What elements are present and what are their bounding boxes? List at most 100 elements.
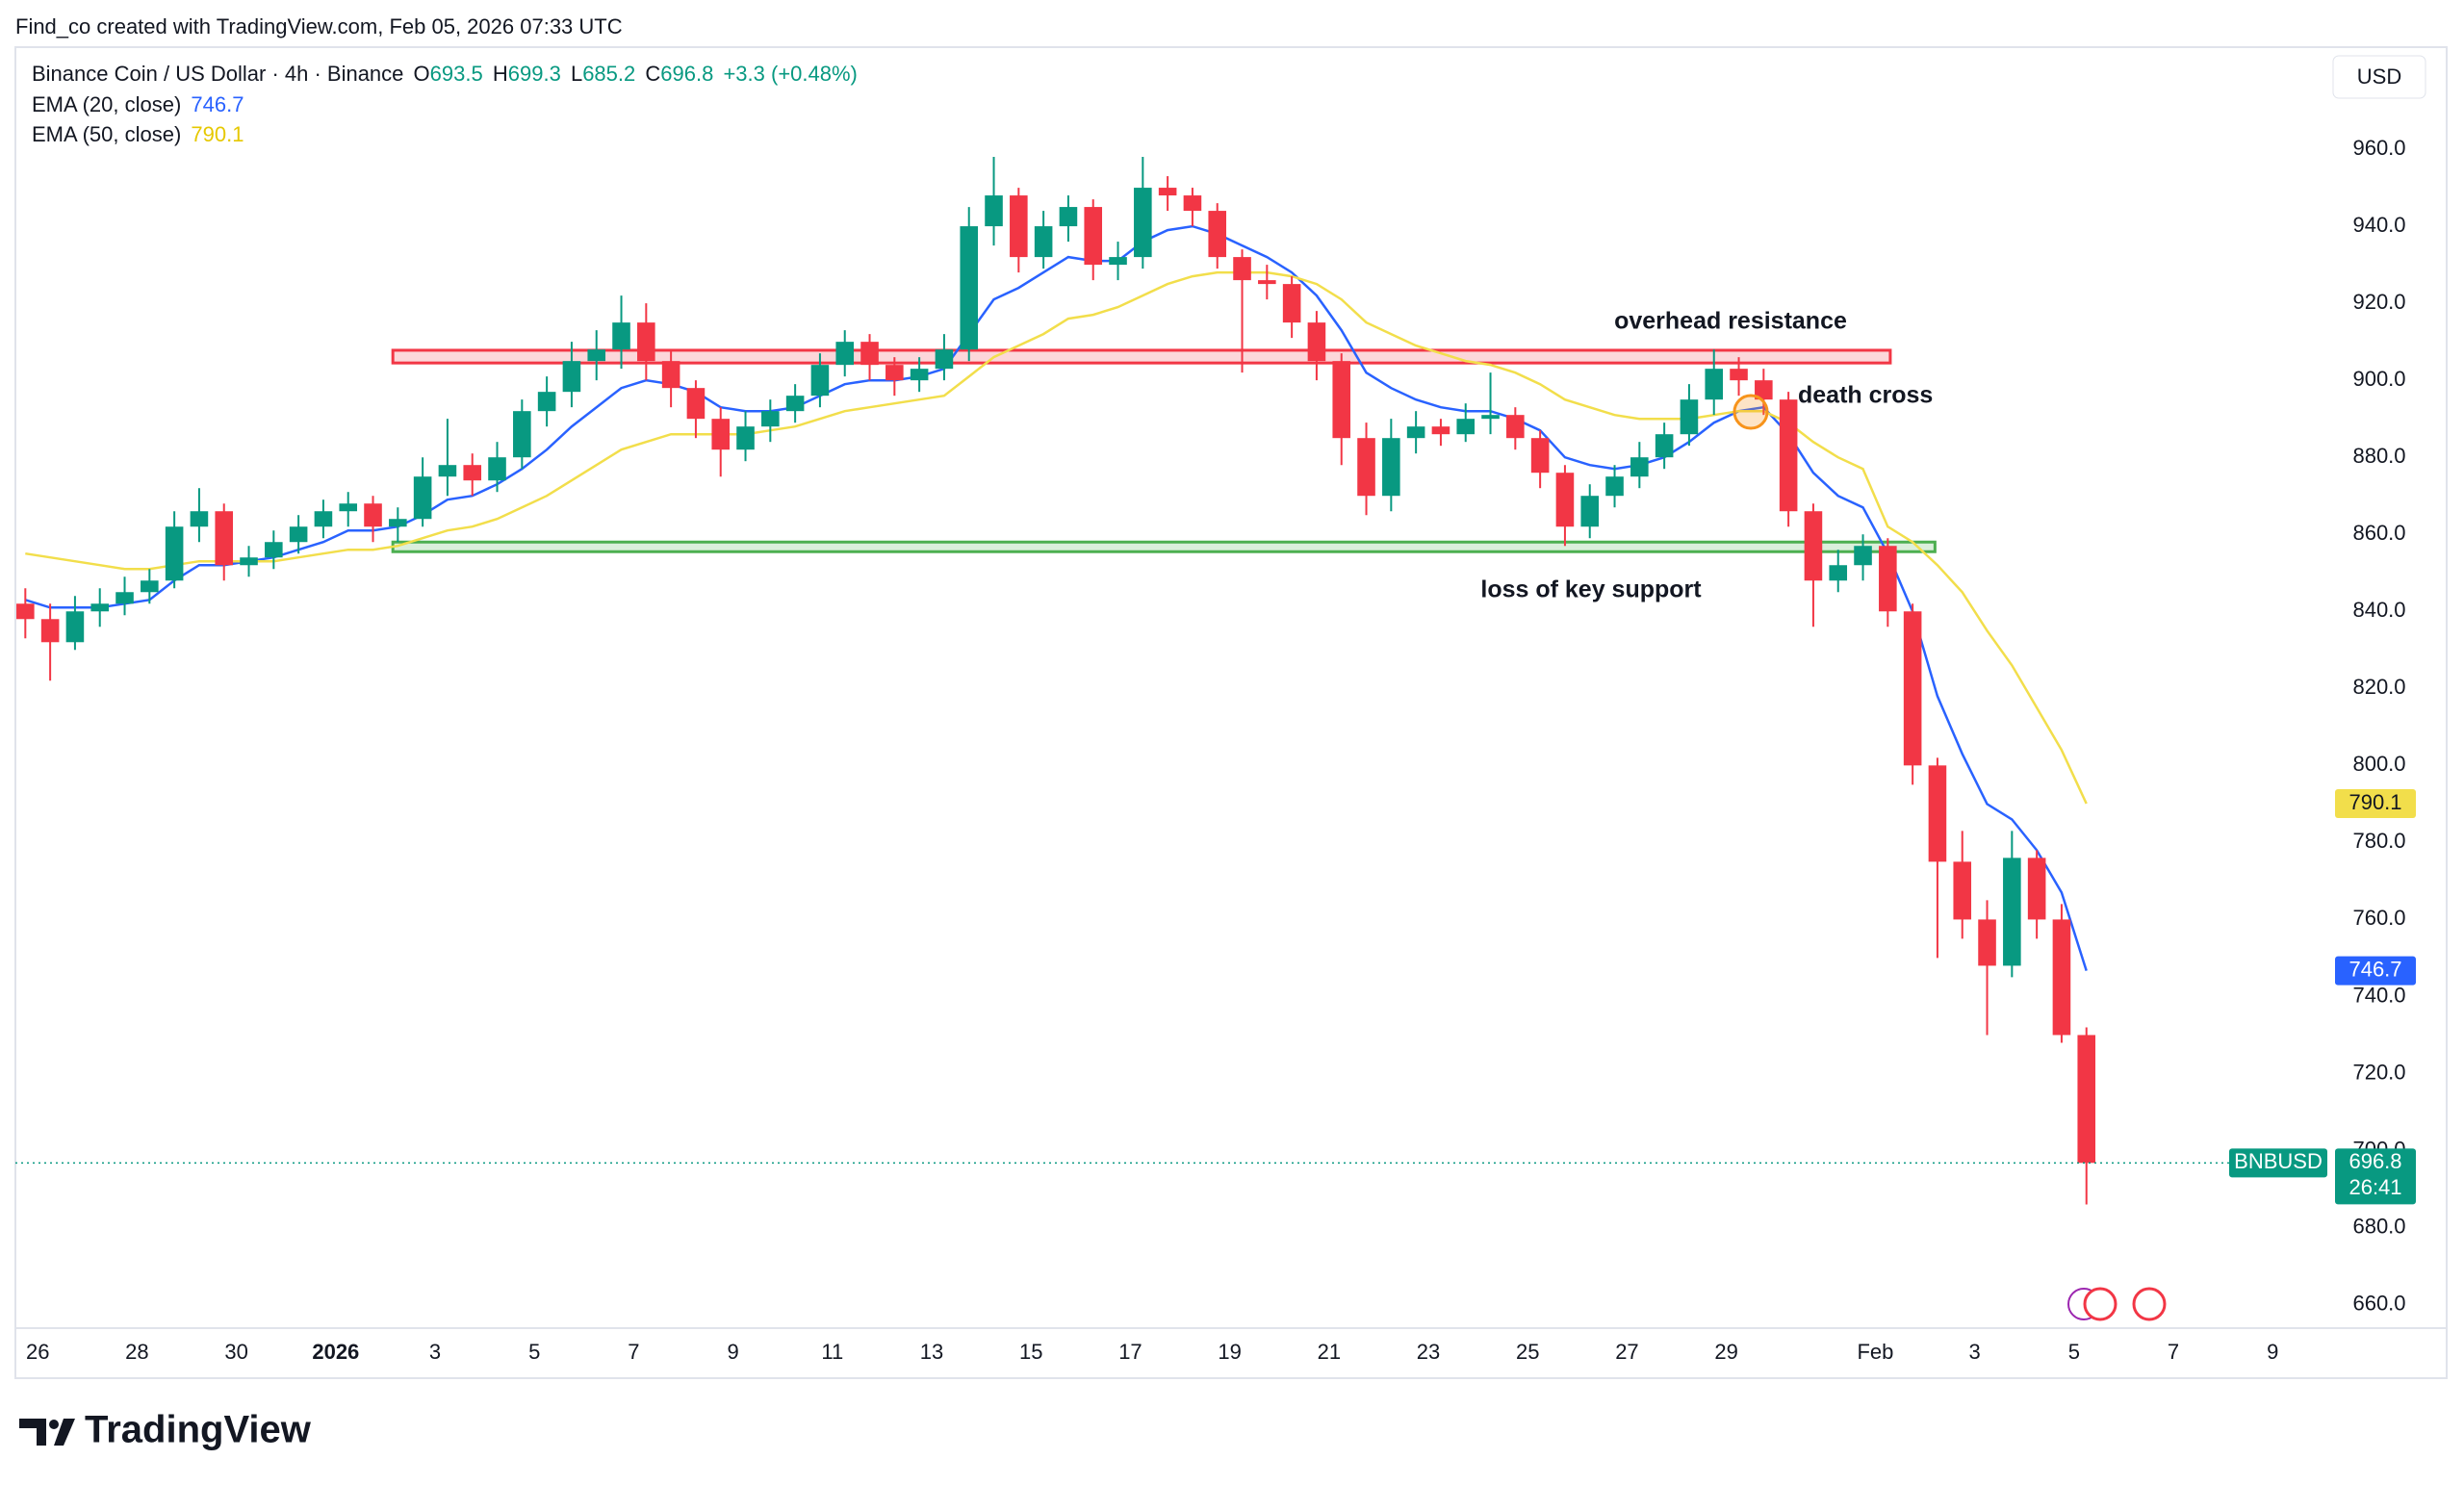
- y-tick-label: 800.0: [2352, 752, 2405, 776]
- candle-body: [1084, 207, 1103, 266]
- candle: [537, 376, 556, 427]
- ema-line: [25, 270, 2088, 805]
- x-tick-label: 5: [2068, 1340, 2080, 1364]
- candle-body: [339, 503, 358, 512]
- candle-body: [1928, 765, 1947, 862]
- ohlc-label: L: [570, 62, 583, 86]
- y-tick-label: 820.0: [2352, 675, 2405, 699]
- candle: [2077, 1027, 2096, 1205]
- candle: [141, 569, 159, 604]
- candle-body: [637, 322, 655, 362]
- candle: [637, 303, 655, 381]
- change: +3.3 (+0.48%): [723, 62, 858, 86]
- candle-body: [1208, 211, 1227, 258]
- candle: [289, 515, 308, 554]
- candle: [488, 442, 506, 493]
- candle: [1282, 276, 1301, 339]
- candle-body: [488, 457, 506, 481]
- candle-body: [1332, 361, 1351, 439]
- candle: [2027, 850, 2046, 939]
- candle-body: [463, 465, 482, 481]
- x-tick-label: 26: [26, 1340, 49, 1364]
- candle: [1605, 465, 1624, 508]
- candle: [1879, 538, 1897, 627]
- candle-body: [860, 342, 879, 366]
- candle: [1903, 603, 1922, 785]
- y-tick-label: 760.0: [2352, 906, 2405, 930]
- symbol: Binance Coin / US Dollar · 4h · Binance: [32, 62, 404, 86]
- candle-body: [240, 557, 258, 566]
- candle: [1109, 242, 1127, 281]
- x-tick-label: 21: [1318, 1340, 1341, 1364]
- candle: [1779, 392, 1798, 527]
- candle: [686, 380, 706, 439]
- y-tick-label: 900.0: [2352, 367, 2405, 391]
- x-tick-label: 29: [1714, 1340, 1737, 1364]
- candle: [2003, 831, 2021, 978]
- candle-body: [562, 361, 581, 393]
- countdown: 26:41: [2348, 1175, 2401, 1199]
- candle: [364, 496, 382, 543]
- y-tick-label: 660.0: [2352, 1291, 2405, 1315]
- legend-ema50: EMA (50, close) 790.1: [32, 122, 247, 147]
- candle: [339, 492, 358, 527]
- candle: [1506, 407, 1525, 450]
- candle-body: [1555, 473, 1575, 527]
- x-tick-label: 19: [1218, 1340, 1241, 1364]
- candle: [1332, 353, 1351, 466]
- candle-body: [1456, 419, 1476, 435]
- x-tick-label: 25: [1516, 1340, 1539, 1364]
- candle: [413, 457, 432, 527]
- candle: [90, 588, 110, 627]
- candle: [562, 342, 581, 408]
- ema-tag-value: 790.1: [2348, 790, 2401, 814]
- candle-body: [612, 322, 630, 350]
- x-tick-label: 9: [2267, 1340, 2278, 1364]
- candle: [736, 411, 755, 462]
- candle-body: [1730, 369, 1748, 381]
- attribution: Find_co created with TradingView.com, Fe…: [15, 14, 623, 38]
- candle-body: [785, 396, 805, 412]
- candle-body: [1978, 919, 1996, 966]
- candle-body: [935, 349, 954, 370]
- candle: [1258, 265, 1276, 300]
- candle: [389, 507, 407, 543]
- candle: [1928, 757, 1947, 959]
- candle: [1804, 503, 1823, 627]
- candle: [910, 357, 929, 393]
- candle: [314, 499, 333, 539]
- currency[interactable]: USD: [2357, 64, 2401, 89]
- candle-body: [116, 592, 134, 604]
- candle-body: [364, 503, 382, 527]
- candle-body: [1655, 434, 1674, 458]
- candle-body: [1705, 369, 1724, 400]
- candle: [16, 588, 35, 639]
- frame: [14, 46, 2448, 1379]
- candle-body: [16, 603, 35, 620]
- currency-button[interactable]: [2332, 55, 2426, 99]
- candle: [1680, 384, 1699, 447]
- candle: [2052, 904, 2071, 1043]
- x-tick-label: 9: [728, 1340, 739, 1364]
- candle: [1481, 372, 1500, 435]
- candle-body: [1804, 511, 1823, 581]
- candle: [1034, 211, 1053, 269]
- candle: [265, 530, 283, 570]
- candle: [886, 357, 904, 397]
- candle-body: [1481, 415, 1500, 420]
- candle: [1158, 176, 1177, 212]
- candle-body: [587, 349, 606, 362]
- candle: [661, 349, 680, 408]
- x-tick-label: 11: [821, 1340, 843, 1364]
- y-tick-label: 840.0: [2352, 598, 2405, 622]
- candle-body: [2003, 858, 2021, 966]
- cross-marker: [1732, 394, 1769, 430]
- y-tick-label: 720.0: [2352, 1060, 2405, 1084]
- candle: [985, 157, 1003, 246]
- candle-body: [438, 465, 457, 477]
- candle: [40, 603, 60, 681]
- zone: [391, 540, 1937, 553]
- candle-body: [314, 511, 333, 527]
